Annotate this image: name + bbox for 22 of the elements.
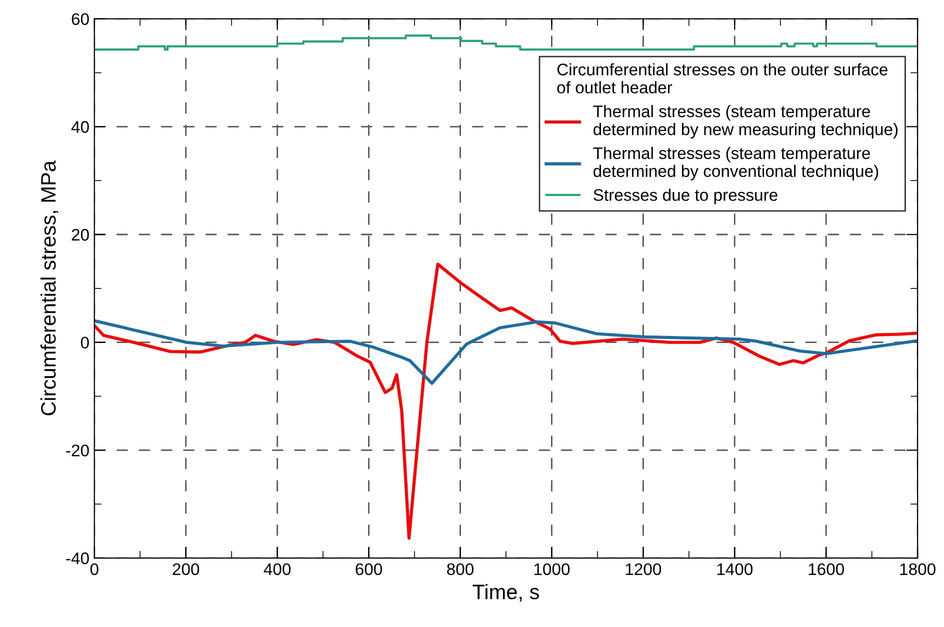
x-tick-label: 200 bbox=[172, 563, 200, 576]
x-tick-label: 1400 bbox=[717, 563, 753, 576]
y-tick-label: 20 bbox=[72, 228, 89, 241]
x-tick-label: 400 bbox=[264, 563, 291, 576]
x-tick-label: 600 bbox=[356, 563, 382, 576]
y-tick-label: 0 bbox=[80, 336, 89, 349]
x-axis-title: Time, s bbox=[472, 584, 539, 602]
x-tick-label: 1200 bbox=[626, 563, 662, 576]
legend-label: Stresses due to pressure bbox=[594, 188, 778, 204]
y-axis-title: Circumferential stress, MPa bbox=[40, 160, 58, 416]
x-tick-label: 0 bbox=[90, 563, 98, 576]
legend-label: Thermal stresses (steam temperature determined by new measuring technique) bbox=[593, 105, 898, 139]
y-tick-label: -20 bbox=[66, 444, 89, 456]
x-tick-label: 800 bbox=[447, 563, 474, 576]
x-tick-label: 1600 bbox=[808, 563, 844, 576]
y-tick-label: 40 bbox=[71, 121, 89, 133]
legend-label: Thermal stresses (steam temperature determined by conventional technique) bbox=[593, 146, 878, 180]
legend-title: Circumferential stresses on the outer surface of outlet header bbox=[557, 63, 888, 94]
y-tick-label: 60 bbox=[72, 13, 89, 26]
x-tick-label: 1800 bbox=[900, 563, 936, 576]
y-tick-label: -40 bbox=[66, 552, 89, 564]
x-tick-label: 1000 bbox=[534, 563, 570, 576]
